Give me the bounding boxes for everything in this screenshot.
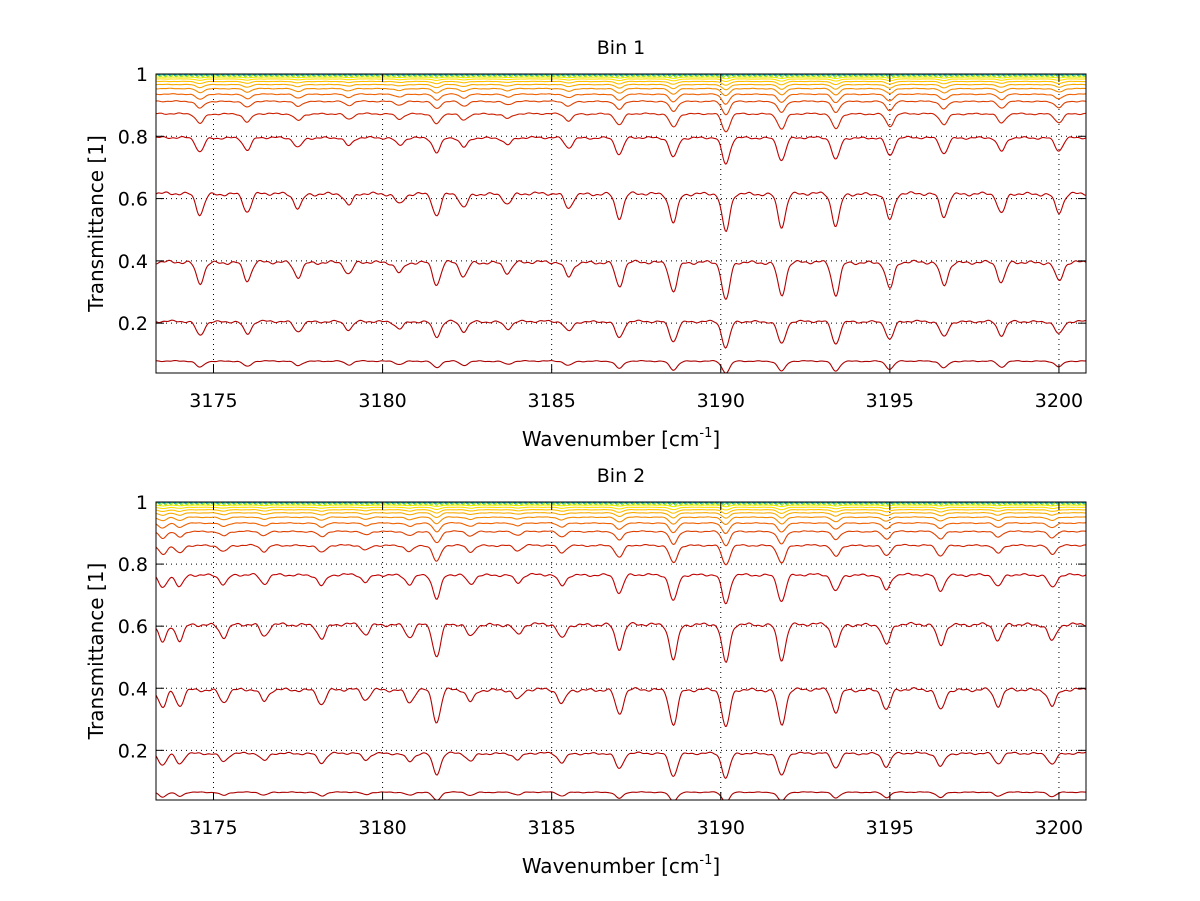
y-axis-label: Transmittance [1] (84, 135, 108, 313)
x-tick-label: 3200 (1035, 390, 1083, 412)
series-line (156, 319, 1086, 349)
y-tick-label: 1 (136, 64, 148, 86)
series-line (156, 93, 1086, 105)
x-tick-label: 3195 (866, 817, 914, 839)
x-tick-label: 3185 (527, 817, 575, 839)
series-line (156, 543, 1086, 566)
chart-panel-1: 3175 3180 3185 3190 3195 3200 0.2 0.4 0.6 0.8 1 Bin… (84, 37, 1087, 451)
series-group (156, 73, 1086, 373)
series-line (156, 530, 1086, 547)
series-line (156, 791, 1086, 800)
chart-title: Bin 1 (597, 37, 645, 59)
x-tick-label: 3195 (866, 390, 914, 412)
x-tick-label: 3185 (527, 390, 575, 412)
x-tick-label: 3175 (189, 390, 237, 412)
y-tick-label: 0.4 (118, 251, 148, 273)
series-line (156, 572, 1086, 605)
series-line (156, 521, 1086, 535)
y-tick-label: 0.2 (118, 313, 148, 335)
axes-box (155, 73, 1087, 374)
chart-title: Bin 2 (597, 465, 645, 487)
series-line (156, 87, 1086, 97)
series-line (156, 512, 1086, 519)
y-tick-label: 0.4 (118, 678, 148, 700)
y-axis-label: Transmittance [1] (84, 563, 108, 741)
x-tick-label: 3175 (189, 817, 237, 839)
series-group (156, 501, 1086, 800)
y-tick-label: 0.2 (118, 740, 148, 762)
series-line (156, 259, 1086, 300)
y-tick-label: 0.8 (118, 554, 148, 576)
series-line (156, 78, 1086, 83)
x-tick-label: 3190 (697, 390, 745, 412)
series-line (156, 191, 1086, 232)
series-line (156, 80, 1086, 86)
series-line (156, 112, 1086, 133)
x-tick-label: 3180 (358, 817, 406, 839)
y-tick-label: 0.8 (118, 126, 148, 148)
series-line (156, 516, 1086, 525)
x-axis-label: Wavenumber [cm-1] (522, 426, 720, 451)
series-line (156, 508, 1086, 515)
series-line (156, 687, 1086, 727)
x-axis-label: Wavenumber [cm-1] (522, 853, 720, 878)
series-line (156, 135, 1086, 165)
series-line (156, 506, 1086, 511)
series-line (156, 359, 1086, 373)
series-line (156, 621, 1086, 663)
x-tick-label: 3190 (697, 817, 745, 839)
chart-panel-2: 3175 3180 3185 3190 3195 3200 0.2 0.4 0.6 0.8 1 Bin… (84, 465, 1087, 878)
x-tick-label: 3200 (1035, 817, 1083, 839)
axes-box (155, 501, 1087, 801)
series-line (156, 751, 1086, 779)
y-tick-label: 0.6 (118, 189, 148, 211)
series-line (156, 100, 1086, 116)
series-line (156, 83, 1086, 91)
y-tick-label: 0.6 (118, 616, 148, 638)
y-tick-label: 1 (136, 492, 148, 514)
x-tick-label: 3180 (358, 390, 406, 412)
